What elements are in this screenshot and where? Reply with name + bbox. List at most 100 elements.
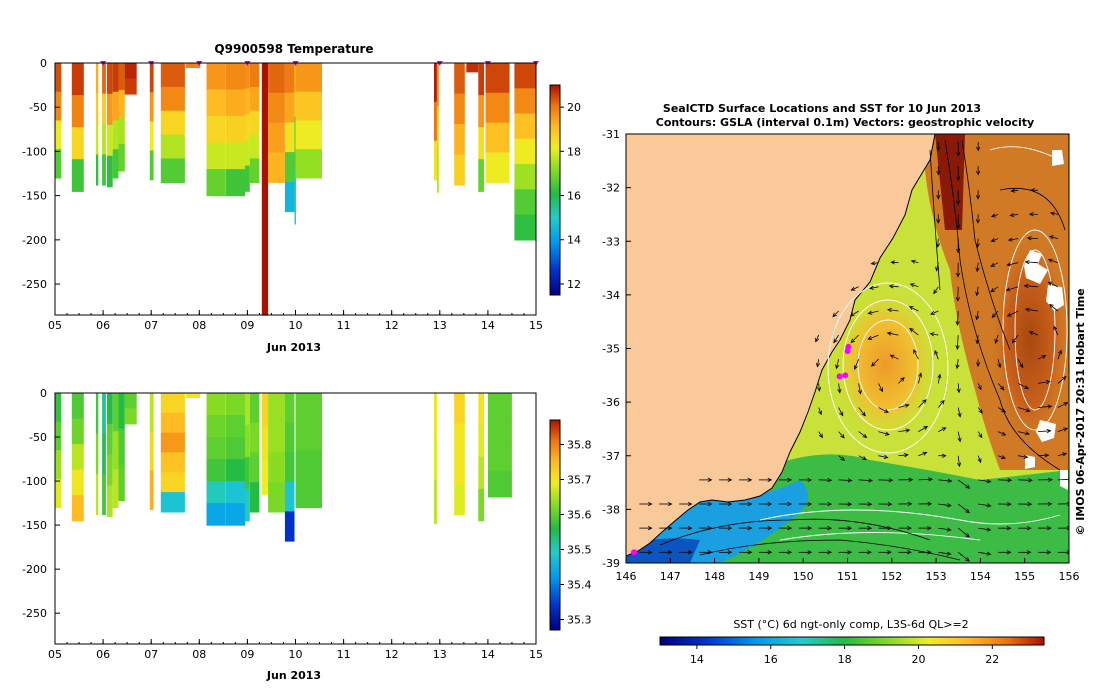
- profile-26-cell-3: [514, 138, 536, 165]
- profile-24-cell-3: [478, 159, 485, 192]
- velocity-vector-head-81: [908, 477, 914, 482]
- velocity-vector-head-204: [1030, 188, 1035, 193]
- profile-17-cell-0: [284, 63, 295, 94]
- temperature-title: Q9900598 Temperature: [214, 42, 373, 56]
- velocity-vector-145: [977, 431, 983, 438]
- velocity-vector-head-16: [727, 477, 733, 482]
- profile-4-cell-3: [106, 155, 113, 188]
- velocity-vector-head-140: [986, 551, 992, 556]
- velocity-vector-head-10: [707, 526, 713, 531]
- velocity-vector-head-205: [1066, 550, 1069, 555]
- velocity-vector-head-184: [1005, 287, 1011, 292]
- velocity-vector-74: [868, 334, 879, 340]
- velocity-vector-head-175: [1027, 502, 1033, 507]
- land-australia: [626, 134, 936, 557]
- velocity-vector-head-202: [1026, 236, 1032, 241]
- x-tick-label-14: 14: [481, 319, 495, 332]
- profile-22-cell-0: [454, 63, 465, 95]
- velocity-vector-84: [898, 404, 909, 408]
- seal-location-3: [845, 343, 852, 350]
- profile-11-cell-3: [206, 142, 226, 170]
- colorbar-tick-label-12: 12: [567, 278, 581, 291]
- velocity-vector-77: [871, 262, 879, 265]
- x-tick-label-08: 08: [192, 319, 206, 332]
- profile-1-cell-4: [71, 495, 84, 522]
- map-y-tick-label--39: -39: [602, 557, 620, 570]
- profile-19-cell-3: [295, 149, 322, 179]
- velocity-vector-37: [818, 431, 823, 438]
- velocity-vector-head-165: [999, 385, 1005, 391]
- profile-20-cell-0: [454, 393, 465, 424]
- y-tick-label--150: -150: [22, 519, 47, 532]
- velocity-vector-head-126: [957, 462, 962, 468]
- velocity-vector-129: [957, 383, 960, 393]
- profile-4-cell-0: [106, 393, 113, 425]
- profile-2-cell-1: [95, 433, 99, 475]
- profile-9-cell-4: [160, 472, 185, 493]
- profile-5-cell-2: [112, 120, 119, 150]
- velocity-vector-210: [1057, 427, 1068, 432]
- profile-18-cell-0: [294, 63, 296, 118]
- geostrophic-velocity-vectors: [639, 142, 1069, 562]
- profile-22-cell-0: [487, 393, 512, 420]
- velocity-vector-38: [818, 407, 822, 415]
- profile-5-cell-0: [112, 393, 119, 432]
- sst-colorbar-label: SST (°C) 6d ngt-only comp, L3S-6d QL>=2: [733, 618, 968, 631]
- colorbar-tick-label-14: 14: [567, 234, 581, 247]
- velocity-vector-71: [878, 407, 889, 413]
- velocity-vector-45: [838, 479, 852, 481]
- profile-5-cell-2: [112, 469, 119, 509]
- profile-6-cell-1: [118, 90, 125, 118]
- velocity-vector-head-183: [1006, 312, 1012, 317]
- y-tick-label--250: -250: [22, 278, 47, 291]
- profile-22-cell-1: [487, 419, 512, 446]
- velocity-vector-100: [909, 328, 919, 336]
- velocity-vector-head-47: [840, 433, 845, 439]
- velocity-vector-head-105: [946, 527, 952, 532]
- colorbar-tick-label-35.6: 35.6: [567, 509, 592, 522]
- profile-6-cell-3: [118, 143, 125, 172]
- velocity-vector-58: [858, 431, 867, 438]
- velocity-vector-head-35: [827, 501, 833, 507]
- velocity-vector-head-189: [1046, 550, 1052, 555]
- profile-21-cell-3: [478, 488, 485, 522]
- velocity-vector-104: [938, 551, 951, 555]
- profile-16-cell-1: [268, 92, 285, 124]
- velocity-vector-head-117: [935, 243, 941, 248]
- profile-8-cell-1: [149, 431, 154, 472]
- map-x-axis: 146 147 148 149 150 151 152 153 154 155 156: [616, 558, 1080, 583]
- velocity-vector-214: [1053, 326, 1059, 336]
- velocity-vector-125: [957, 479, 970, 489]
- profile-14-cell-2: [249, 452, 260, 483]
- temperature-y-axis: 0 -50 -100 -150 -200 -250: [22, 57, 60, 291]
- velocity-vector-head-93: [927, 501, 933, 506]
- velocity-vector-head-114: [930, 310, 935, 315]
- profile-20-cell-1: [434, 101, 437, 142]
- velocity-vector-head-85: [900, 377, 905, 382]
- velocity-vector-head-25: [787, 550, 793, 555]
- x-tick-label-15: 15: [529, 648, 543, 661]
- velocity-vector-head-23: [767, 501, 773, 507]
- velocity-vector-head-45: [847, 478, 853, 483]
- sst-colorbar-ramp: [659, 636, 1045, 646]
- temperature-panel: Q9900598 Temperature 05 06 07 08 09 10 11 12 13 1…: [22, 42, 581, 354]
- velocity-vector-head-118: [936, 219, 941, 224]
- map-y-axis: -31 -32 -33 -34 -35 -36 -37 -38 -39: [602, 128, 631, 570]
- profile-4-cell-2: [106, 454, 113, 486]
- profile-4-cell-2: [106, 124, 113, 157]
- velocity-vector-head-155: [976, 194, 981, 200]
- velocity-vector-head-159: [1006, 526, 1012, 531]
- profile-0-cell-2: [55, 450, 62, 480]
- velocity-vector-head-196: [1045, 379, 1051, 385]
- velocity-vector-82: [898, 454, 908, 457]
- velocity-vector-151: [976, 286, 979, 296]
- velocity-vector-181: [1017, 359, 1024, 368]
- profile-12-cell-0: [225, 63, 245, 91]
- profile-26-cell-4: [514, 164, 536, 190]
- profile-16-cell-2: [268, 452, 285, 483]
- velocity-vector-head-73: [871, 362, 876, 367]
- profile-5-cell-0: [112, 63, 119, 93]
- velocity-vector-head-58: [862, 433, 868, 438]
- profile-6-cell-1: [118, 428, 125, 466]
- velocity-vector-head-156: [976, 170, 981, 176]
